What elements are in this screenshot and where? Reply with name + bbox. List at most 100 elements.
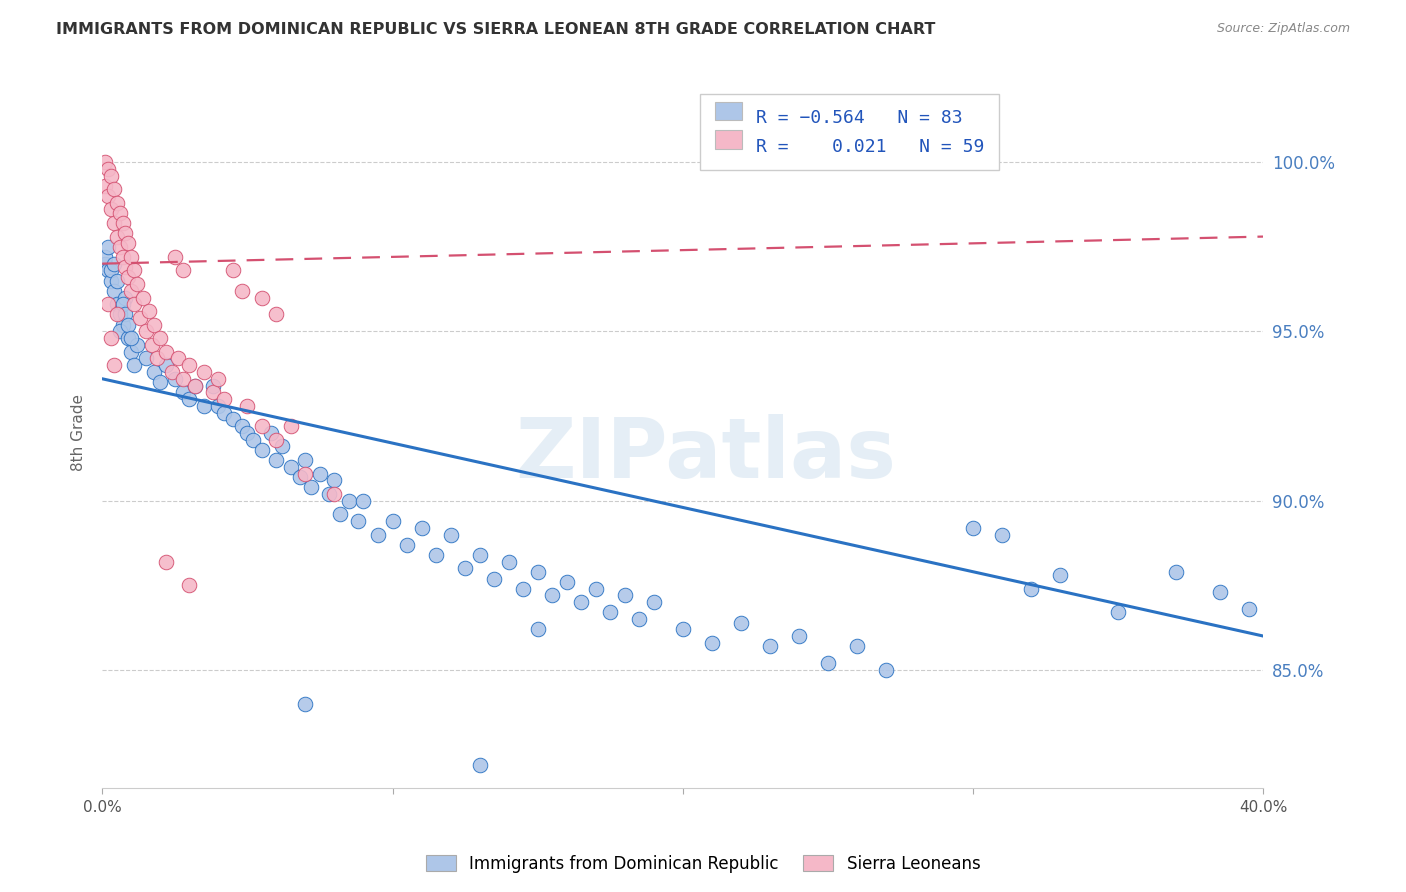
Point: [103, 257, 125, 271]
Point: [122, 358, 145, 372]
Point: [117, 318, 139, 332]
Point: [1049, 568, 1071, 582]
Point: [280, 419, 302, 434]
Point: [103, 284, 125, 298]
Point: [201, 385, 224, 400]
Point: [250, 442, 273, 457]
Point: [454, 561, 477, 575]
Point: [395, 538, 418, 552]
Point: [105, 195, 128, 210]
Point: [526, 623, 548, 637]
Text: IMMIGRANTS FROM DOMINICAN REPUBLIC VS SIERRA LEONEAN 8TH GRADE CORRELATION CHART: IMMIGRANTS FROM DOMINICAN REPUBLIC VS SI…: [56, 22, 935, 37]
Point: [250, 291, 273, 305]
Point: [346, 514, 368, 528]
Point: [266, 308, 288, 322]
Point: [173, 385, 195, 400]
Point: [179, 578, 201, 592]
Point: [367, 527, 389, 541]
Point: [100, 331, 122, 345]
Point: [184, 378, 207, 392]
Point: [100, 263, 122, 277]
Point: [108, 240, 131, 254]
Point: [173, 372, 195, 386]
Point: [94, 178, 117, 193]
Point: [288, 470, 311, 484]
Point: [111, 297, 134, 311]
Point: [135, 351, 157, 366]
Point: [111, 216, 134, 230]
Point: [125, 338, 148, 352]
Point: [569, 595, 592, 609]
Point: [201, 378, 224, 392]
Point: [643, 595, 665, 609]
Point: [266, 453, 288, 467]
Point: [1209, 585, 1232, 599]
Point: [117, 236, 139, 251]
Point: [482, 572, 505, 586]
Point: [100, 274, 122, 288]
Point: [498, 555, 520, 569]
Point: [468, 757, 491, 772]
Point: [111, 250, 134, 264]
Point: [236, 399, 259, 413]
Point: [318, 487, 340, 501]
Point: [817, 656, 839, 670]
Point: [108, 324, 131, 338]
Point: [207, 399, 229, 413]
Point: [114, 308, 136, 322]
Point: [294, 453, 316, 467]
Point: [962, 521, 984, 535]
Point: [108, 206, 131, 220]
Point: [103, 358, 125, 372]
Point: [179, 358, 201, 372]
Point: [193, 365, 215, 379]
Point: [105, 297, 128, 311]
Point: [141, 338, 163, 352]
Point: [120, 344, 142, 359]
Point: [111, 318, 134, 332]
Point: [411, 521, 433, 535]
Point: [97, 161, 120, 176]
Point: [103, 182, 125, 196]
Text: ZIPatlas: ZIPatlas: [516, 414, 897, 495]
Point: [700, 636, 723, 650]
Point: [875, 663, 897, 677]
Point: [541, 589, 564, 603]
Point: [323, 487, 346, 501]
Point: [143, 318, 166, 332]
Point: [163, 250, 186, 264]
Point: [97, 263, 120, 277]
Point: [259, 425, 281, 440]
Point: [1166, 565, 1188, 579]
Text: Source: ZipAtlas.com: Source: ZipAtlas.com: [1216, 22, 1350, 36]
Point: [672, 623, 695, 637]
Point: [280, 459, 302, 474]
Point: [105, 274, 128, 288]
Point: [439, 527, 461, 541]
Point: [97, 297, 120, 311]
Point: [114, 260, 136, 274]
Point: [299, 480, 322, 494]
Point: [309, 467, 332, 481]
Point: [173, 263, 195, 277]
Point: [149, 375, 172, 389]
Point: [468, 548, 491, 562]
Point: [184, 378, 207, 392]
Point: [166, 351, 188, 366]
Point: [250, 419, 273, 434]
Point: [222, 263, 245, 277]
Legend: R = −0.564   N = 83, R =    0.021   N = 59: R = −0.564 N = 83, R = 0.021 N = 59: [700, 94, 998, 170]
Point: [526, 565, 548, 579]
Point: [628, 612, 651, 626]
Point: [207, 372, 229, 386]
Point: [100, 169, 122, 183]
Point: [120, 250, 142, 264]
Point: [613, 589, 636, 603]
Point: [212, 406, 235, 420]
Point: [294, 697, 316, 711]
Point: [730, 615, 752, 630]
Point: [117, 331, 139, 345]
Point: [129, 310, 152, 325]
Point: [1019, 582, 1042, 596]
Y-axis label: 8th Grade: 8th Grade: [72, 394, 86, 472]
